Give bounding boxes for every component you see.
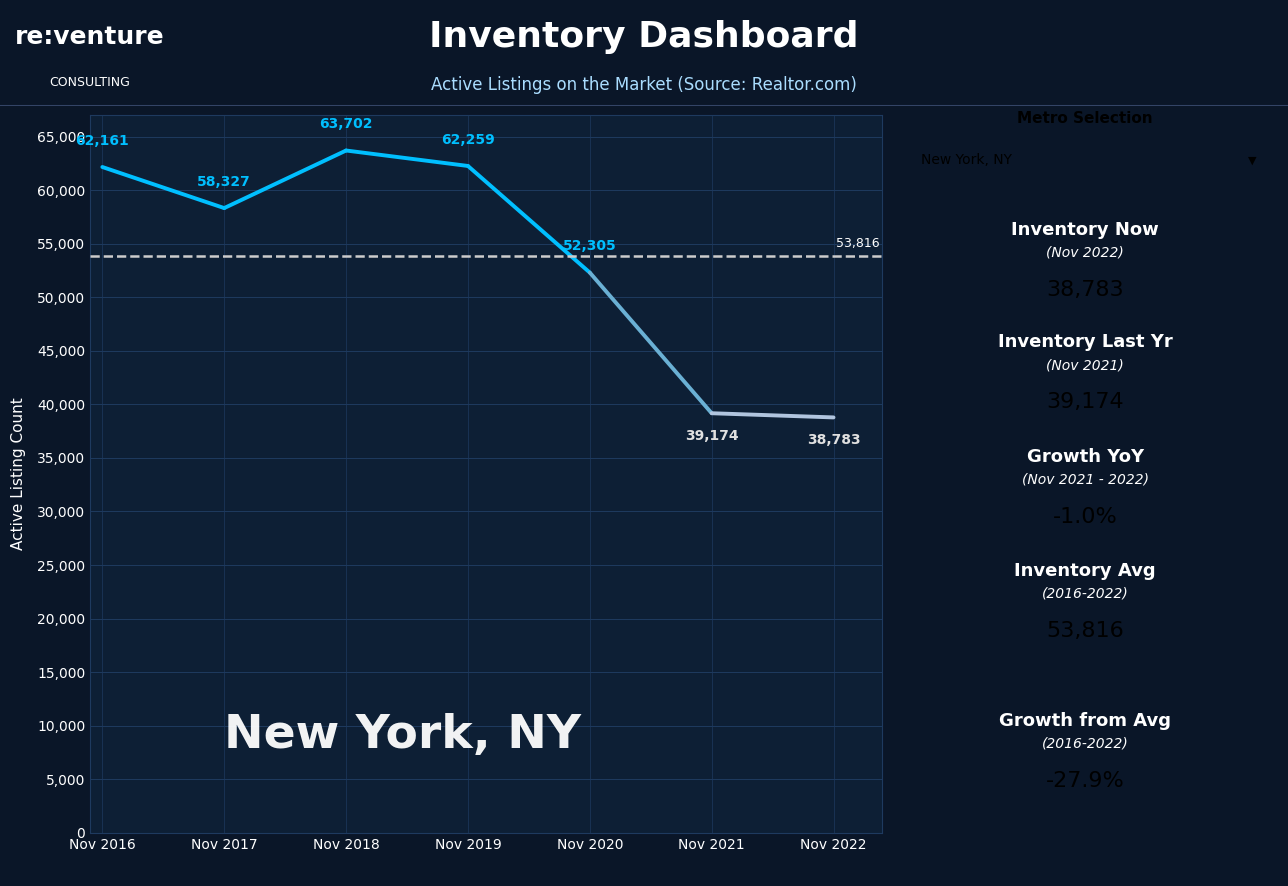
Text: Inventory Last Yr: Inventory Last Yr: [998, 333, 1172, 352]
Text: (Nov 2021): (Nov 2021): [1046, 358, 1124, 372]
Text: -27.9%: -27.9%: [1046, 771, 1124, 790]
Text: 39,174: 39,174: [685, 429, 738, 443]
Text: (Nov 2021 - 2022): (Nov 2021 - 2022): [1021, 472, 1149, 486]
Text: (Nov 2022): (Nov 2022): [1046, 245, 1124, 260]
Text: 58,327: 58,327: [197, 175, 251, 189]
Text: 53,816: 53,816: [1046, 621, 1124, 641]
Text: re:venture: re:venture: [15, 25, 165, 50]
Text: Growth from Avg: Growth from Avg: [999, 711, 1171, 730]
Text: Metro Selection: Metro Selection: [1018, 111, 1153, 126]
Text: 39,174: 39,174: [1046, 392, 1124, 412]
Text: Active Listings on the Market (Source: Realtor.com): Active Listings on the Market (Source: R…: [431, 76, 857, 94]
Text: Inventory Now: Inventory Now: [1011, 221, 1159, 239]
Text: CONSULTING: CONSULTING: [50, 76, 130, 89]
Text: 38,783: 38,783: [806, 433, 860, 447]
Text: New York, NY: New York, NY: [224, 713, 581, 758]
Text: Growth YoY: Growth YoY: [1027, 447, 1144, 466]
Text: ▼: ▼: [1248, 155, 1256, 166]
Text: 62,161: 62,161: [76, 134, 129, 148]
Text: (2016-2022): (2016-2022): [1042, 587, 1128, 601]
Text: 53,816: 53,816: [836, 237, 880, 250]
Text: 62,259: 62,259: [440, 133, 495, 147]
Text: 52,305: 52,305: [563, 239, 617, 253]
Y-axis label: Active Listing Count: Active Listing Count: [10, 398, 26, 550]
Text: Inventory Dashboard: Inventory Dashboard: [429, 20, 859, 54]
Text: New York, NY: New York, NY: [921, 153, 1012, 167]
Text: 63,702: 63,702: [319, 117, 372, 131]
Text: 38,783: 38,783: [1046, 280, 1124, 299]
Text: -1.0%: -1.0%: [1052, 507, 1118, 526]
Text: (2016-2022): (2016-2022): [1042, 736, 1128, 750]
Text: Inventory Avg: Inventory Avg: [1015, 562, 1155, 580]
